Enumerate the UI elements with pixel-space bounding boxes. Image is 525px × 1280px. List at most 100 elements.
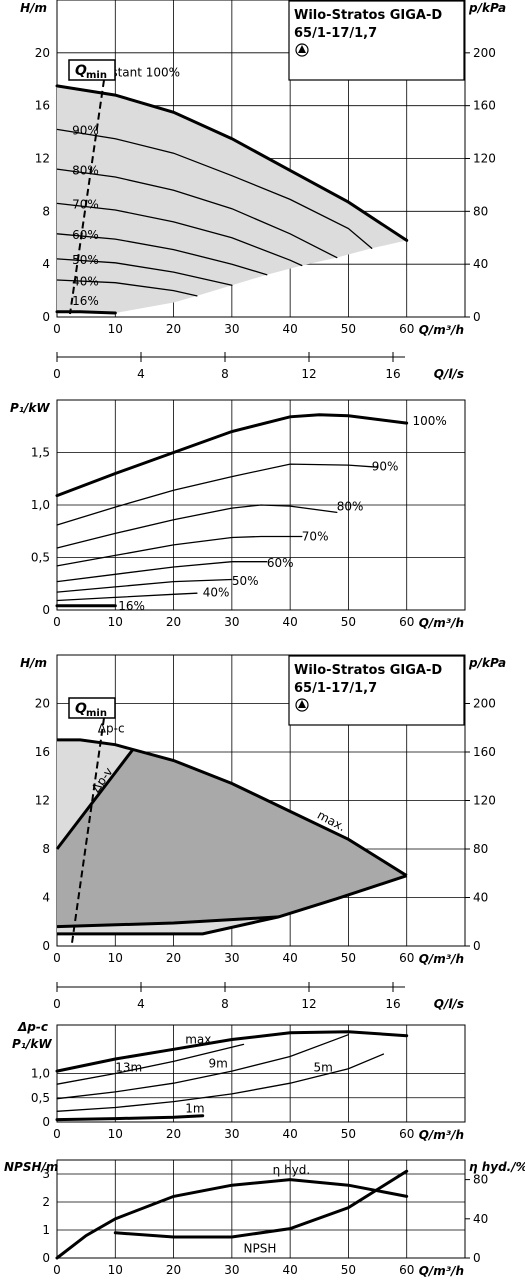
y-tick-label: 12 <box>35 152 50 166</box>
x-axis-label: Q/m³/h <box>419 1264 464 1278</box>
qmin-box <box>68 59 116 81</box>
x-tick-label: 16 <box>385 367 400 381</box>
x-tick-label: 10 <box>108 322 123 336</box>
series-label: 60% <box>72 228 99 242</box>
x-tick-label: 40 <box>283 1127 298 1141</box>
x-tick-label: 0 <box>53 367 61 381</box>
x-tick-label: 50 <box>341 322 356 336</box>
series-label: max. <box>185 1032 215 1046</box>
y-axis-label: NPSH/m <box>4 1160 58 1174</box>
x-tick-label: 40 <box>283 615 298 629</box>
panel-h2: 0 10 20 30 40 50 6004812162004080120160200Q/m³… <box>20 654 506 966</box>
x-axis-label: Q/l/s <box>434 367 464 381</box>
series-line <box>55 1030 409 1073</box>
y2-axis-label: η hyd./% <box>469 1160 525 1174</box>
y-tick-label: 16 <box>35 99 50 113</box>
y2-tick-label: 80 <box>473 842 488 856</box>
y-tick-label: 12 <box>35 794 50 808</box>
x-tick-label: 50 <box>341 615 356 629</box>
y-tick-label: 0 <box>42 603 50 617</box>
series-label: 80% <box>72 163 99 177</box>
series-label: 16% <box>118 599 145 613</box>
x-tick-label: 4 <box>137 367 145 381</box>
x-tick-label: 60 <box>399 322 414 336</box>
y-tick-label: 8 <box>42 842 50 856</box>
y2-tick-label: 0 <box>473 939 481 953</box>
x-tick-label: 30 <box>224 322 239 336</box>
y-axis-label: P₁/kW <box>10 401 50 415</box>
x-tick-label: 20 <box>166 951 181 965</box>
chart-subtitle: 65/1-17/1,7 <box>294 681 377 696</box>
y2-axis-label: p/kPa <box>468 1 506 15</box>
x-tick-label: 10 <box>108 1127 123 1141</box>
y-tick-label: 0 <box>42 310 50 324</box>
y2-tick-label: 160 <box>473 745 496 759</box>
series-line <box>56 233 268 276</box>
chart-title: Wilo-Stratos GIGA-D <box>294 8 442 23</box>
y-tick-label: 20 <box>35 697 50 711</box>
y2-tick-label: 80 <box>473 1173 488 1187</box>
series-line <box>56 202 303 267</box>
x-tick-label: 40 <box>283 1263 298 1277</box>
y2-axis-label: p/kPa <box>468 656 506 670</box>
y-tick-label: 0,5 <box>31 1091 50 1105</box>
x-tick-label: 30 <box>224 615 239 629</box>
y2-tick-label: 0 <box>473 310 481 324</box>
series-line <box>55 1114 205 1122</box>
x-tick-label: 0 <box>53 997 61 1011</box>
series-line <box>56 578 233 593</box>
series-label: 90% <box>72 124 99 138</box>
y-tick-label: 1,0 <box>31 1067 50 1081</box>
y2-tick-label: 200 <box>473 697 496 711</box>
series-line <box>55 1178 409 1260</box>
x-tick-label: 40 <box>283 951 298 965</box>
series-label: 16% <box>72 294 99 308</box>
y-axis-label: H/m <box>20 656 47 670</box>
series-label: 5m <box>313 1061 332 1075</box>
warning-triangle-icon <box>298 700 306 708</box>
series-label: 60% <box>267 556 294 570</box>
qmin-label: Q <box>75 701 87 717</box>
y-tick-label: 20 <box>35 46 50 60</box>
max-curve <box>57 738 408 877</box>
series-line <box>56 279 198 297</box>
x-axis-label: Q/m³/h <box>419 952 464 966</box>
series-label: 90% <box>372 459 399 473</box>
y-tick-label: 1 <box>42 1223 50 1237</box>
qmin-line <box>71 717 105 944</box>
x-tick-label: 10 <box>108 951 123 965</box>
series-line <box>56 535 303 567</box>
y-tick-label: 0 <box>42 939 50 953</box>
y2-tick-label: 0 <box>473 1251 481 1265</box>
y-tick-label: 0 <box>42 1115 50 1129</box>
y-tick-label: 1,0 <box>31 498 50 512</box>
dpv-min-curve <box>56 915 279 929</box>
x-tick-label: 60 <box>399 951 414 965</box>
x-tick-label: 20 <box>166 1263 181 1277</box>
y-axis-label-b: P₁/kW <box>12 1037 52 1051</box>
series-label: η hyd. <box>273 1163 311 1177</box>
dpc-label: Δp-c <box>98 722 125 736</box>
y-tick-label: 1,5 <box>31 446 50 460</box>
x-tick-label: 60 <box>399 1127 414 1141</box>
panel-p1: 0 10 20 30 40 50 60 0 0,5 1,0 1,5 Q/m³/h 100% 90% 80% 7… <box>10 399 466 630</box>
x-tick-label: 20 <box>166 615 181 629</box>
series-line <box>55 84 409 242</box>
x-tick-label: 8 <box>221 367 229 381</box>
title-box <box>288 655 465 726</box>
qmin-line <box>69 79 105 315</box>
y-tick-label: 0 <box>42 1251 50 1265</box>
x-tick-label: 20 <box>166 322 181 336</box>
qmin-box <box>68 697 116 719</box>
y2-tick-label: 40 <box>473 1212 488 1226</box>
x-tick-label: 0 <box>53 1263 61 1277</box>
y2-tick-label: 80 <box>473 204 488 218</box>
series-line <box>56 561 268 583</box>
series-line <box>56 1034 350 1100</box>
x-tick-label: 4 <box>137 997 145 1011</box>
series-label: NPSH <box>244 1241 277 1255</box>
series-label: 1m <box>185 1101 204 1115</box>
series-line <box>56 592 198 602</box>
x-tick-label: 12 <box>301 997 316 1011</box>
